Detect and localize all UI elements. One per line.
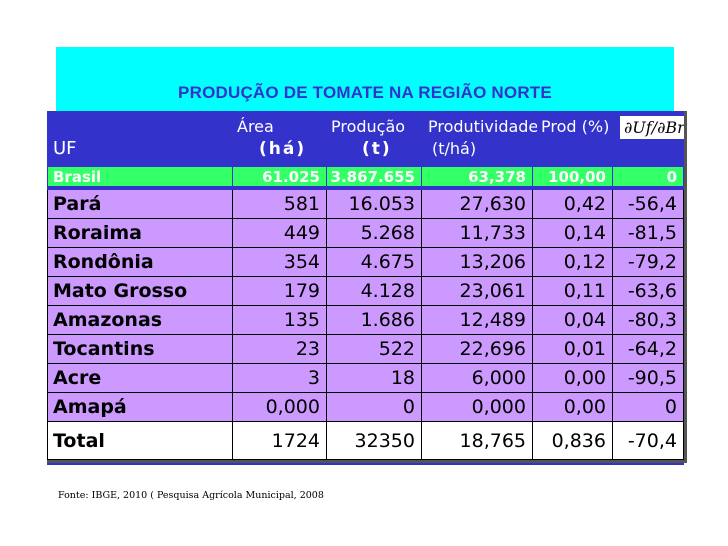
table-row-mato-grosso: Mato Grosso 179 4.128 23,061 0,11 -63,6 [47,277,684,306]
cell-produtividade: 22,696 [422,335,533,364]
cell-area: 23 [233,335,327,364]
table-row-total: Total 1724 32350 18,765 0,836 -70,4 [47,422,684,460]
cell-diff: -79,2 [613,248,684,277]
cell-produtividade: 11,733 [422,219,533,248]
table-row-roraima: Roraima 449 5.268 11,733 0,14 -81,5 [47,219,684,248]
cell-area: 0,000 [233,393,327,422]
cell-producao: 18 [327,364,422,393]
cell-uf: Mato Grosso [47,277,233,306]
table-row-rondonia: Rondônia 354 4.675 13,206 0,12 -79,2 [47,248,684,277]
header-prod-pct: Prod (%) [541,117,610,136]
cell-producao: 32350 [327,422,422,460]
header-produtividade-line2: (t/há) [432,139,477,158]
cell-uf: Brasil [47,167,233,187]
header-uf: UF [53,138,77,159]
cell-prod-pct: 0,11 [533,277,613,306]
cell-area: 581 [233,190,327,219]
cell-prod-pct: 0,42 [533,190,613,219]
cell-uf: Rondônia [47,248,233,277]
cell-producao: 16.053 [327,190,422,219]
table-row-brasil: Brasil 61.025 3.867.655 63,378 100,00 0 [47,167,684,187]
cell-produtividade: 63,378 [422,167,533,187]
cell-produtividade: 23,061 [422,277,533,306]
table-row-acre: Acre 3 18 6,000 0,00 -90,5 [47,364,684,393]
cell-prod-pct: 0,00 [533,364,613,393]
cell-producao: 5.268 [327,219,422,248]
header-last-col: ∂Uf/∂Br [620,116,684,139]
cell-produtividade: 0,000 [422,393,533,422]
cell-produtividade: 18,765 [422,422,533,460]
cell-producao: 0 [327,393,422,422]
header-area-line2: (há) [259,139,307,159]
table-row-para: Pará 581 16.053 27,630 0,42 -56,4 [47,190,684,219]
header-area-line1: Área [237,117,274,136]
cell-prod-pct: 0,14 [533,219,613,248]
cell-uf: Total [47,422,233,460]
cell-uf: Tocantins [47,335,233,364]
cell-producao: 4.128 [327,277,422,306]
cell-produtividade: 12,489 [422,306,533,335]
cell-diff: 0 [613,167,684,187]
cell-uf: Pará [47,190,233,219]
header-produtividade-line1: Produtividade [428,117,537,136]
cell-prod-pct: 100,00 [533,167,613,187]
table-shadow-right [684,111,687,463]
cell-diff: -90,5 [613,364,684,393]
cell-producao: 522 [327,335,422,364]
cell-producao: 1.686 [327,306,422,335]
cell-area: 449 [233,219,327,248]
cell-diff: -80,3 [613,306,684,335]
table-row-amazonas: Amazonas 135 1.686 12,489 0,04 -80,3 [47,306,684,335]
cell-uf: Roraima [47,219,233,248]
table-row-tocantins: Tocantins 23 522 22,696 0,01 -64,2 [47,335,684,364]
cell-diff: -64,2 [613,335,684,364]
cell-uf: Amazonas [47,306,233,335]
cell-area: 3 [233,364,327,393]
cell-area: 61.025 [233,167,327,187]
cell-diff: -81,5 [613,219,684,248]
table-shadow-bottom [47,460,687,463]
table-header: UF Área (há) Produção (t) Produtividade … [47,111,684,167]
cell-prod-pct: 0,836 [533,422,613,460]
source-note: Fonte: IBGE, 2010 ( Pesquisa Agrícola Mu… [58,490,324,501]
cell-prod-pct: 0,12 [533,248,613,277]
cell-prod-pct: 0,04 [533,306,613,335]
header-producao-line2: (t) [362,139,392,159]
cell-diff: -56,4 [613,190,684,219]
table-row-amapa: Amapá 0,000 0 0,000 0,00 0 [47,393,684,422]
cell-area: 1724 [233,422,327,460]
cell-producao: 3.867.655 [327,167,422,187]
header-producao-line1: Produção [331,117,406,136]
cell-area: 354 [233,248,327,277]
cell-diff: -70,4 [613,422,684,460]
cell-produtividade: 13,206 [422,248,533,277]
cell-uf: Amapá [47,393,233,422]
cell-diff: -63,6 [613,277,684,306]
cell-produtividade: 27,630 [422,190,533,219]
cell-prod-pct: 0,01 [533,335,613,364]
cell-uf: Acre [47,364,233,393]
cell-diff: 0 [613,393,684,422]
cell-produtividade: 6,000 [422,364,533,393]
cell-area: 135 [233,306,327,335]
cell-prod-pct: 0,00 [533,393,613,422]
title-banner [56,47,674,111]
cell-area: 179 [233,277,327,306]
cell-producao: 4.675 [327,248,422,277]
slide-title: PRODUÇÃO DE TOMATE NA REGIÃO NORTE [178,83,552,102]
